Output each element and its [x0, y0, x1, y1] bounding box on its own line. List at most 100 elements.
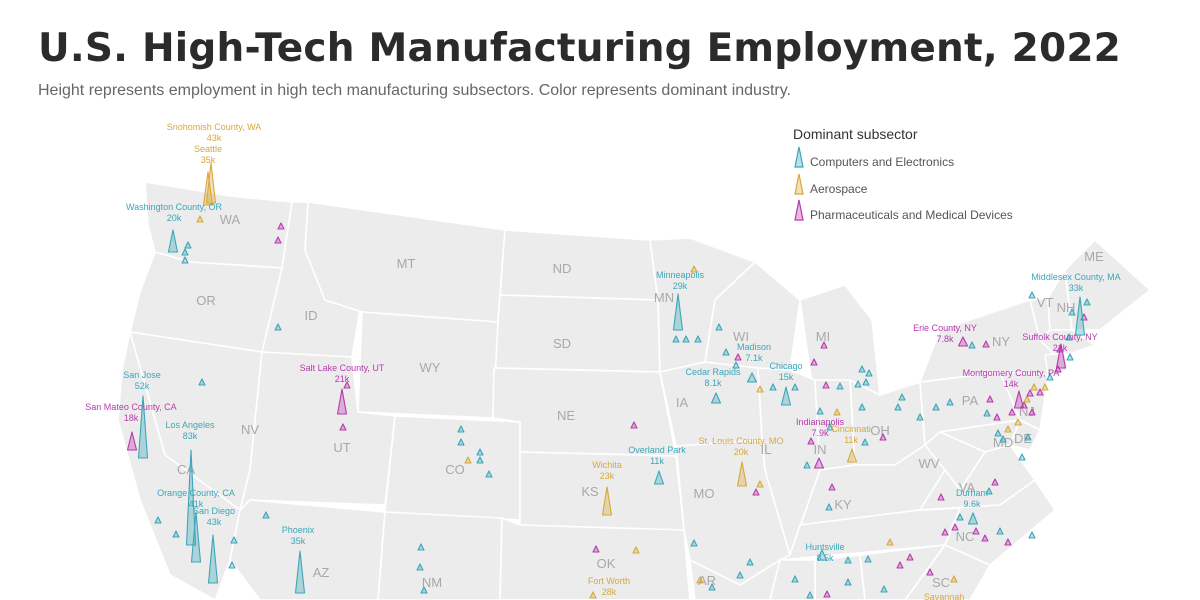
spike-phoenix: [294, 550, 306, 594]
city-value: 35k: [291, 536, 306, 546]
minor-spike-72: [1004, 425, 1012, 433]
minor-spike-35: [769, 383, 777, 391]
state-label-sd: SD: [553, 336, 571, 351]
state-label-me: ME: [1084, 249, 1104, 264]
minor-spike-15: [417, 543, 425, 551]
legend: Dominant subsector Computers and Electro…: [793, 126, 1013, 222]
minor-spike-61: [894, 403, 902, 411]
minor-spike-41: [822, 381, 830, 389]
minor-spike-21: [476, 448, 484, 456]
city-name: San Jose: [123, 370, 161, 380]
minor-spike-8: [343, 381, 351, 389]
legend-pharma-icon: [794, 199, 804, 221]
spike-salt-lake-county-ut: [336, 388, 348, 415]
minor-spike-33: [734, 353, 742, 361]
state-label-mo: MO: [694, 486, 715, 501]
minor-spike-100: [981, 534, 989, 542]
minor-spike-119: [589, 591, 597, 599]
spike-cedar-rapids: [710, 392, 722, 404]
minor-spike-14: [262, 511, 270, 519]
state-label-ny: NY: [992, 334, 1010, 349]
minor-spike-1: [181, 256, 189, 264]
minor-spike-57: [844, 556, 852, 564]
minor-spike-25: [630, 421, 638, 429]
minor-spike-82: [1046, 373, 1054, 381]
minor-spike-44: [833, 408, 841, 416]
minor-spike-53: [807, 437, 815, 445]
city-label-savannah: Savannah: [924, 592, 965, 600]
city-value: 23k: [600, 471, 615, 481]
minor-spike-94: [985, 487, 993, 495]
state-sd: [493, 294, 661, 373]
city-name: Orange County, CA: [157, 488, 235, 498]
minor-spike-50: [858, 403, 866, 411]
minor-spike-31: [722, 348, 730, 356]
state-label-mi: MI: [816, 329, 830, 344]
minor-spike-92: [1018, 453, 1026, 461]
state-label-wi: WI: [733, 329, 749, 344]
legend-title: Dominant subsector: [793, 126, 918, 142]
legend-computers-label: Computers and Electronics: [810, 155, 954, 169]
city-name: St. Louis County, MO: [699, 436, 784, 446]
minor-spike-114: [746, 558, 754, 566]
minor-spike-39: [810, 358, 818, 366]
minor-spike-105: [906, 553, 914, 561]
state-label-sc: SC: [932, 575, 950, 590]
minor-spike-12: [230, 536, 238, 544]
minor-spike-99: [972, 527, 980, 535]
city-value: 18k: [124, 413, 139, 423]
minor-spike-18: [457, 425, 465, 433]
city-name: Middlesex County, MA: [1031, 272, 1120, 282]
minor-spike-76: [1023, 395, 1031, 403]
state-ct: [1044, 352, 1069, 376]
minor-spike-32: [732, 361, 740, 369]
spike-wichita: [601, 486, 613, 516]
minor-spike-43: [826, 423, 834, 431]
minor-spike-40: [820, 341, 828, 349]
state-label-va: VA: [959, 480, 976, 495]
minor-spike-11: [172, 530, 180, 538]
minor-spike-79: [1028, 408, 1036, 416]
minor-spike-71: [999, 435, 1007, 443]
minor-spike-47: [865, 369, 873, 377]
minor-spike-54: [803, 461, 811, 469]
state-ok: [499, 517, 691, 600]
city-value: 29k: [673, 281, 688, 291]
minor-spike-108: [880, 585, 888, 593]
spike-middlesex-county-ma: [1074, 296, 1086, 336]
city-name: Phoenix: [282, 525, 315, 535]
state-label-mn: MN: [654, 290, 674, 305]
minor-spike-97: [941, 528, 949, 536]
city-name: Savannah: [924, 592, 965, 600]
minor-spike-91: [1024, 433, 1032, 441]
city-name: Erie County, NY: [913, 323, 977, 333]
state-label-mt: MT: [397, 256, 416, 271]
minor-spike-3: [274, 236, 282, 244]
page-title: U.S. High-Tech Manufacturing Employment,…: [38, 26, 1121, 71]
state-label-or: OR: [196, 293, 216, 308]
state-label-ut: UT: [333, 440, 350, 455]
minor-spike-116: [708, 583, 716, 591]
state-label-co: CO: [445, 462, 465, 477]
minor-spike-37: [756, 480, 764, 488]
minor-spike-73: [1008, 408, 1016, 416]
minor-spike-69: [993, 413, 1001, 421]
minor-spike-28: [682, 335, 690, 343]
state-label-ne: NE: [557, 408, 575, 423]
minor-spike-90: [1028, 291, 1036, 299]
city-value: 43k: [207, 517, 222, 527]
minor-spike-109: [823, 590, 831, 598]
city-value: 8.5k: [816, 553, 834, 563]
